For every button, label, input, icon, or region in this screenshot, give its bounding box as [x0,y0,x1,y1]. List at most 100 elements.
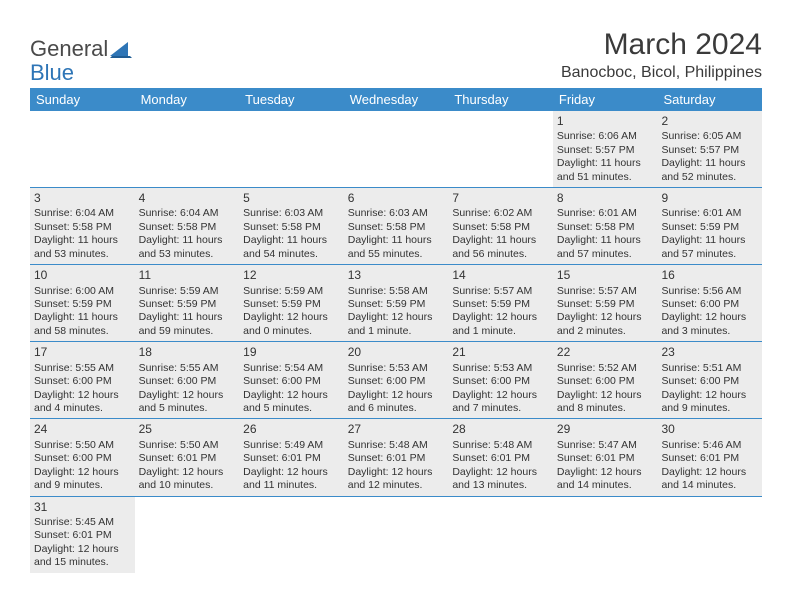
sun-info-line: Sunset: 6:01 PM [243,452,340,465]
sun-info-line: Daylight: 12 hours [243,466,340,479]
brand-part2: Blue [30,60,74,86]
calendar-cell [30,111,135,187]
day-number: 19 [243,345,340,360]
day-number: 13 [348,268,445,283]
day-header: Thursday [448,88,553,111]
sun-info-line: and 10 minutes. [139,479,236,492]
calendar-cell: 12Sunrise: 5:59 AMSunset: 5:59 PMDayligh… [239,265,344,341]
sun-info-line: Sunrise: 6:01 AM [661,207,758,220]
calendar-cell: 8Sunrise: 6:01 AMSunset: 5:58 PMDaylight… [553,188,658,264]
sun-info-line: Daylight: 12 hours [139,389,236,402]
sun-info-line: Sunset: 6:00 PM [661,375,758,388]
sun-info-line: Sunrise: 6:00 AM [34,285,131,298]
sun-info-line: Sunrise: 5:46 AM [661,439,758,452]
calendar-cell: 16Sunrise: 5:56 AMSunset: 6:00 PMDayligh… [657,265,762,341]
sun-info-line: Daylight: 12 hours [557,389,654,402]
sun-info-line: and 52 minutes. [661,171,758,184]
calendar-week-row: 10Sunrise: 6:00 AMSunset: 5:59 PMDayligh… [30,265,762,342]
day-number: 31 [34,500,131,515]
day-number: 21 [452,345,549,360]
sun-info-line: Sunrise: 6:04 AM [34,207,131,220]
sun-info-line: and 59 minutes. [139,325,236,338]
sun-info-line: Daylight: 12 hours [452,389,549,402]
sun-info-line: Daylight: 11 hours [34,311,131,324]
calendar-cell: 15Sunrise: 5:57 AMSunset: 5:59 PMDayligh… [553,265,658,341]
sun-info-line: and 2 minutes. [557,325,654,338]
day-number: 6 [348,191,445,206]
day-number: 29 [557,422,654,437]
sun-info-line: and 0 minutes. [243,325,340,338]
sun-info-line: Daylight: 12 hours [661,466,758,479]
calendar-cell: 1Sunrise: 6:06 AMSunset: 5:57 PMDaylight… [553,111,658,187]
calendar-cell: 26Sunrise: 5:49 AMSunset: 6:01 PMDayligh… [239,419,344,495]
sun-info-line: Sunset: 5:58 PM [139,221,236,234]
sun-info-line: Daylight: 12 hours [348,389,445,402]
sun-info-line: Sunset: 6:01 PM [348,452,445,465]
calendar-cell: 28Sunrise: 5:48 AMSunset: 6:01 PMDayligh… [448,419,553,495]
day-number: 18 [139,345,236,360]
sun-info-line: Daylight: 12 hours [243,389,340,402]
sun-info-line: and 4 minutes. [34,402,131,415]
sun-info-line: Sunset: 6:00 PM [34,452,131,465]
sun-info-line: Sunset: 6:00 PM [557,375,654,388]
sun-info-line: Sunset: 5:59 PM [139,298,236,311]
sun-info-line: Daylight: 11 hours [557,234,654,247]
sun-info-line: Sunrise: 5:59 AM [243,285,340,298]
sun-info-line: Sunrise: 5:54 AM [243,362,340,375]
calendar-week-row: 1Sunrise: 6:06 AMSunset: 5:57 PMDaylight… [30,111,762,188]
day-number: 15 [557,268,654,283]
calendar-cell: 2Sunrise: 6:05 AMSunset: 5:57 PMDaylight… [657,111,762,187]
day-number: 16 [661,268,758,283]
sun-info-line: Sunrise: 6:01 AM [557,207,654,220]
sun-info-line: Sunrise: 5:57 AM [557,285,654,298]
sail-icon [110,40,132,58]
sun-info-line: Sunrise: 5:55 AM [139,362,236,375]
calendar-cell: 6Sunrise: 6:03 AMSunset: 5:58 PMDaylight… [344,188,449,264]
calendar-week-row: 24Sunrise: 5:50 AMSunset: 6:00 PMDayligh… [30,419,762,496]
sun-info-line: Daylight: 12 hours [348,466,445,479]
calendar-cell [448,497,553,573]
sun-info-line: and 58 minutes. [34,325,131,338]
sun-info-line: Sunset: 5:58 PM [348,221,445,234]
sun-info-line: and 1 minute. [348,325,445,338]
calendar-cell: 19Sunrise: 5:54 AMSunset: 6:00 PMDayligh… [239,342,344,418]
calendar-cell: 27Sunrise: 5:48 AMSunset: 6:01 PMDayligh… [344,419,449,495]
day-header: Friday [553,88,658,111]
sun-info-line: Sunset: 6:01 PM [139,452,236,465]
day-header: Tuesday [239,88,344,111]
sun-info-line: Daylight: 11 hours [452,234,549,247]
sun-info-line: Sunset: 6:00 PM [661,298,758,311]
brand-part1: General [30,36,108,62]
day-header: Saturday [657,88,762,111]
sun-info-line: Sunset: 6:00 PM [34,375,131,388]
sun-info-line: Sunset: 5:59 PM [661,221,758,234]
sun-info-line: Sunset: 6:00 PM [348,375,445,388]
day-number: 7 [452,191,549,206]
day-number: 10 [34,268,131,283]
calendar-cell: 29Sunrise: 5:47 AMSunset: 6:01 PMDayligh… [553,419,658,495]
sun-info-line: and 3 minutes. [661,325,758,338]
sun-info-line: Sunset: 6:01 PM [557,452,654,465]
day-number: 27 [348,422,445,437]
day-number: 22 [557,345,654,360]
sun-info-line: Sunrise: 5:51 AM [661,362,758,375]
sun-info-line: Daylight: 11 hours [139,311,236,324]
sun-info-line: Daylight: 11 hours [348,234,445,247]
sun-info-line: Daylight: 12 hours [661,311,758,324]
calendar-cell: 24Sunrise: 5:50 AMSunset: 6:00 PMDayligh… [30,419,135,495]
day-number: 12 [243,268,340,283]
sun-info-line: and 57 minutes. [661,248,758,261]
sun-info-line: and 6 minutes. [348,402,445,415]
sun-info-line: Daylight: 12 hours [243,311,340,324]
calendar-cell: 11Sunrise: 5:59 AMSunset: 5:59 PMDayligh… [135,265,240,341]
sun-info-line: Sunset: 5:57 PM [661,144,758,157]
calendar-cell: 3Sunrise: 6:04 AMSunset: 5:58 PMDaylight… [30,188,135,264]
sun-info-line: Sunset: 6:01 PM [452,452,549,465]
calendar-cell: 30Sunrise: 5:46 AMSunset: 6:01 PMDayligh… [657,419,762,495]
sun-info-line: Daylight: 12 hours [557,466,654,479]
sun-info-line: Sunset: 5:57 PM [557,144,654,157]
day-number: 11 [139,268,236,283]
sun-info-line: Sunrise: 5:55 AM [34,362,131,375]
day-number: 5 [243,191,340,206]
sun-info-line: Daylight: 12 hours [557,311,654,324]
